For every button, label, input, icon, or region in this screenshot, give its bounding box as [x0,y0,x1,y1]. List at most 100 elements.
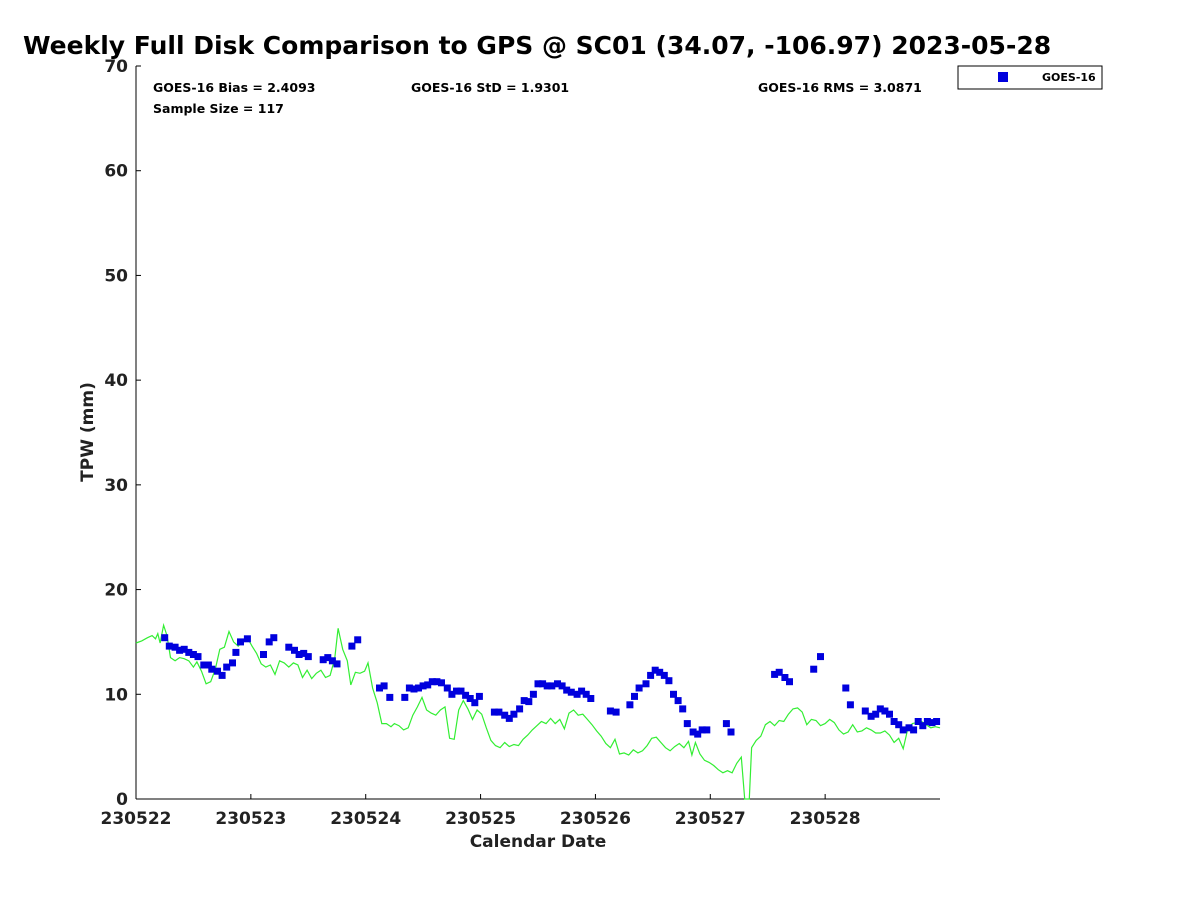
goes-16-point [660,671,668,679]
goes-16-point [895,721,903,729]
goes-16-point [410,685,418,693]
goes-16-point [328,657,336,665]
goes-16-point [698,726,706,734]
goes-16-point [817,653,824,661]
goes-16-point [905,724,913,732]
goes-16-point [229,659,236,667]
goes-16-point [208,665,216,673]
stat-std: GOES-16 StD = 1.9301 [411,80,569,95]
goes-16-point [501,711,509,719]
y-tick-label: 0 [116,790,128,810]
goes-16-point [223,663,231,671]
y-tick-label: 40 [104,371,128,391]
goes-16-point [490,708,498,716]
goes-16-point [727,728,735,736]
goes-16-point [171,643,179,651]
y-tick-label: 10 [104,685,128,705]
goes-16-point [910,726,918,734]
goes-16-point [786,678,793,686]
goes-16-point [548,682,556,690]
goes-16-point [674,697,682,705]
goes-16-point [651,666,659,674]
goes-16-point [471,699,479,707]
goes-16-point [194,653,202,661]
goes-16-point [270,634,278,642]
goes-16-point [529,690,537,698]
legend-label-goes-16: GOES-16 [1042,71,1096,84]
x-axis-label: Calendar Date [470,832,607,852]
goes-16-point [612,708,620,716]
goes-16-point [872,710,880,718]
legend-marker-goes-16 [998,72,1008,82]
y-axis: 0 10 20 30 40 50 60 70 [104,57,141,810]
goes-16-point [243,635,251,643]
goes-16-point [647,671,655,679]
goes-16-point [928,719,936,727]
goes-16-point [578,687,586,695]
series-goes-16 [161,634,941,738]
goes-16-point [232,648,240,656]
y-tick-label: 70 [104,57,128,77]
goes-16-point [635,684,643,692]
y-tick-label: 60 [104,162,128,182]
series-gps-line [135,622,941,800]
goes-16-point [462,691,470,699]
goes-16-point [558,682,566,690]
legend-box [957,65,1103,90]
goes-16-point [448,690,456,698]
goes-16-point [567,688,575,696]
x-tick-label: 230526 [560,809,631,829]
goes-16-point [443,684,451,692]
goes-16-point [694,730,702,738]
legend: GOES-16 [957,65,1103,90]
stat-bias: GOES-16 Bias = 2.4093 [153,80,315,95]
goes-16-point [428,678,436,686]
goes-16-point [606,707,614,715]
goes-16-point [689,728,697,736]
goes-16-point [656,668,664,676]
gps-line-path [135,622,941,800]
goes-16-point [466,695,474,702]
goes-16-point [304,653,312,661]
goes-16-point [665,677,673,685]
goes-16-point [324,654,332,662]
goes-16-point [348,642,356,650]
goes-16-point [810,665,818,673]
y-axis-label: TPW (mm) [78,382,98,482]
goes-16-point [291,646,298,654]
y-tick-label: 50 [104,266,128,286]
goes-16-point [933,718,941,725]
goes-16-point [457,687,465,695]
goes-16-point [876,705,884,713]
goes-16-point [914,718,922,725]
stat-sample-size: Sample Size = 117 [153,101,284,116]
goes-16-point [386,693,394,701]
goes-16-point [165,642,173,650]
y-tick-label: 30 [104,476,128,496]
goes-16-point [295,651,303,658]
goes-16-point [380,682,388,690]
goes-16-point [525,698,533,706]
goes-16-point [679,705,687,713]
goes-16-point [180,645,188,653]
goes-16-point [543,682,551,690]
goes-16-point [438,679,445,687]
goes-16-point [237,638,244,646]
plot-area [136,66,940,799]
goes-16-point [401,693,409,701]
goes-16-point [319,656,327,664]
goes-16-point [419,682,427,690]
goes-16-point [771,670,779,678]
goes-16-point [520,697,528,705]
x-tick-label: 230522 [101,809,172,829]
goes-16-point [475,692,483,700]
goes-16-point [626,701,634,709]
goes-16-point [890,718,898,725]
goes-16-point [703,726,711,734]
goes-16-point [189,651,197,658]
goes-16-point [424,681,432,689]
x-tick-label: 230523 [215,809,286,829]
goes-16-point [670,690,677,698]
goes-16-point [185,648,193,656]
goes-16-point [842,684,850,692]
